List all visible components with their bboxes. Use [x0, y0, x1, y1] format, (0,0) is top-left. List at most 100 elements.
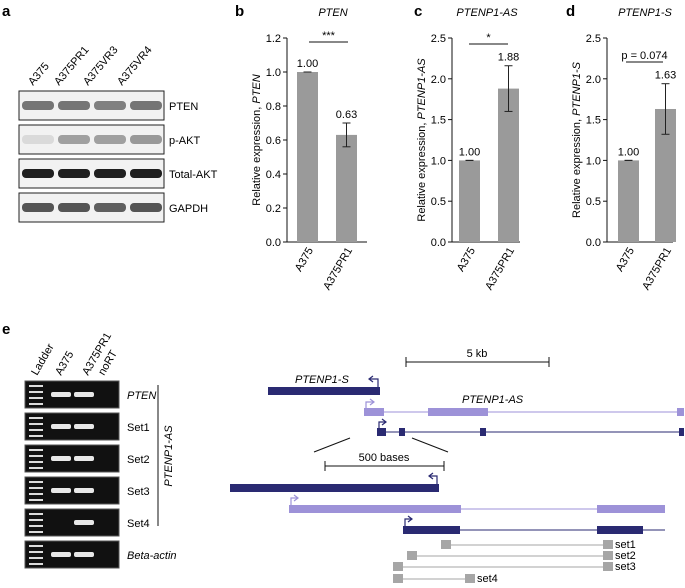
- lane-label: A375VR4: [115, 44, 154, 88]
- gel-label: Set2: [127, 454, 150, 466]
- blot-band: [130, 203, 162, 212]
- significance-label: ***: [322, 30, 336, 42]
- primer-label-set2: set2: [615, 550, 636, 562]
- y-tick-label: 2.0: [586, 74, 601, 86]
- ptenp1-as-bracket: PTENP1-AS: [157, 385, 175, 526]
- ladder-band: [29, 461, 43, 463]
- blot-band: [130, 135, 162, 144]
- ladder-band: [29, 493, 43, 495]
- ladder-band: [29, 519, 43, 521]
- y-tick-label: 0.5: [431, 196, 446, 208]
- category-label: A375: [455, 246, 478, 274]
- tss-arrow-icon: [378, 421, 386, 428]
- gel-band: [51, 552, 71, 557]
- chart-b: b PTEN 0.0 0.2 0.4 0.6 0.8 1.0 1.2 Relative expre…: [235, 3, 367, 292]
- blot-band: [58, 101, 90, 110]
- tss-arrow-icon: [365, 401, 374, 408]
- y-tick-label: 2.0: [431, 74, 446, 86]
- y-tick-label: 1.0: [431, 155, 446, 167]
- bar: [498, 88, 519, 242]
- ptenp1-s-block: [268, 387, 380, 395]
- ladder-band: [29, 531, 43, 533]
- ladder-band: [29, 499, 43, 501]
- y-tick-label: 0.5: [586, 196, 601, 208]
- significance-label: *: [486, 32, 491, 44]
- bar: [618, 160, 639, 242]
- ladder-band: [29, 429, 43, 431]
- gel-band: [74, 392, 94, 397]
- ladder-band: [29, 551, 43, 553]
- category-label: A375: [614, 246, 637, 274]
- value-label: 1.00: [297, 58, 318, 70]
- significance-label: p = 0.074: [621, 50, 667, 62]
- gel-band: [74, 424, 94, 429]
- blot-band: [58, 203, 90, 212]
- tss-arrow-icon: [290, 497, 298, 505]
- chart-title: PTENP1-S: [618, 7, 672, 19]
- value-label: 1.63: [655, 70, 676, 82]
- y-axis-label-prefix: Relative expression,: [571, 116, 583, 218]
- category-label: A375: [293, 246, 316, 274]
- category-label: A375PR1: [640, 246, 674, 293]
- blot-band: [130, 169, 162, 178]
- scale-label-5kb: 5 kb: [467, 348, 488, 360]
- primer-label-set3: set3: [615, 561, 636, 573]
- gene-label-ptenp1-as: PTENP1-AS: [462, 394, 524, 406]
- ladder-band: [29, 513, 43, 515]
- blot-band: [58, 169, 90, 178]
- ladder-band: [29, 455, 43, 457]
- y-tick-label: 0.0: [431, 237, 446, 249]
- ladder-band: [29, 487, 43, 489]
- value-label: 1.88: [498, 52, 519, 64]
- gel-label: Set3: [127, 486, 150, 498]
- ladder-band: [29, 435, 43, 437]
- y-tick-label: 2.5: [586, 33, 601, 45]
- chart-c: c PTENP1-AS 0.0 0.5 1.0 1.5 2.0 2.5 Relative exp…: [414, 3, 520, 292]
- y-tick-label: 0.6: [266, 135, 281, 147]
- ptenp1-s-zoom: [230, 472, 439, 492]
- bracket-label: PTENP1-AS: [163, 425, 175, 487]
- gel-label: Beta-actin: [127, 550, 177, 562]
- panel-letter-a: a: [2, 3, 11, 20]
- blot-band: [130, 101, 162, 110]
- gel-band: [74, 520, 94, 525]
- y-tick-label: 2.5: [431, 33, 446, 45]
- primer-set-4: set4: [393, 573, 498, 585]
- y-tick-label: 0.8: [266, 101, 281, 113]
- gel-label: PTEN: [127, 390, 156, 402]
- blot-label: Total-AKT: [169, 169, 218, 181]
- y-tick-label: 0.0: [266, 237, 281, 249]
- gel-band: [74, 552, 94, 557]
- lane-label: A375: [26, 61, 52, 88]
- ladder-band: [29, 557, 43, 559]
- ladder-band: [29, 403, 43, 405]
- y-axis-label-gene: PTEN: [251, 74, 263, 103]
- blot-label: PTEN: [169, 101, 198, 113]
- ptenp1-as-overview: PTENP1-AS: [364, 394, 684, 436]
- blot-band: [22, 101, 54, 110]
- y-axis-label-gene: PTENP1-AS: [416, 58, 428, 120]
- y-axis-label-prefix: Relative expression,: [251, 104, 263, 206]
- ptenp1-s-overview: PTENP1-S: [268, 374, 380, 395]
- blot-band: [22, 135, 54, 144]
- gel-band: [74, 488, 94, 493]
- blot-band: [94, 101, 126, 110]
- primer-set-1: set1: [441, 539, 636, 551]
- y-tick-label: 1.5: [431, 115, 446, 127]
- ladder-band: [29, 481, 43, 483]
- y-tick-label: 1.0: [266, 67, 281, 79]
- primer-label-set1: set1: [615, 539, 636, 551]
- ladder-band: [29, 391, 43, 393]
- bar: [297, 72, 318, 242]
- ladder-band: [29, 417, 43, 419]
- scale-label-500-bases: 500 bases: [359, 452, 410, 464]
- gel-band: [74, 456, 94, 461]
- blot-band: [94, 135, 126, 144]
- y-axis-label-gene: PTENP1-S: [571, 61, 583, 115]
- blot-band: [22, 169, 54, 178]
- scale-bar-5kb: 5 kb: [405, 348, 550, 367]
- primer-set-2: set2: [407, 550, 636, 562]
